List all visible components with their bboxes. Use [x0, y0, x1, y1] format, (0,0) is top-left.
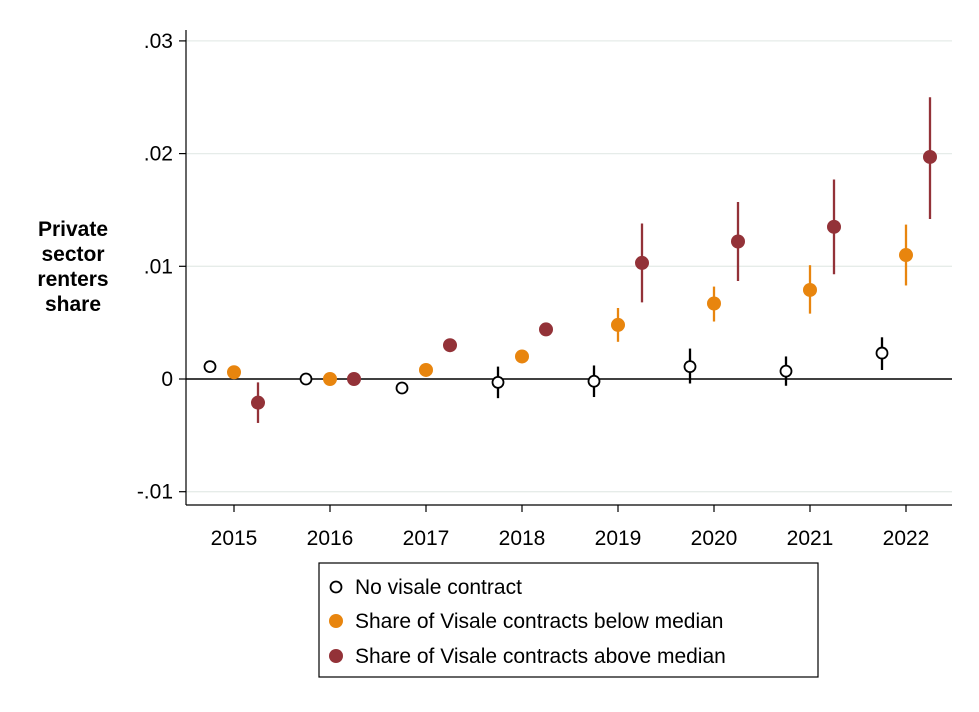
- x-tick-label: 2021: [787, 527, 834, 550]
- legend-box: [318, 562, 819, 678]
- data-point: [779, 364, 793, 378]
- data-point: [203, 360, 217, 374]
- data-point: [539, 322, 553, 337]
- legend: No visale contract Share of Visale contr…: [318, 562, 819, 678]
- legend-marker-above-median: [329, 649, 343, 663]
- data-point: [347, 372, 361, 386]
- legend-label-below-median: Share of Visale contracts below median: [355, 610, 723, 633]
- y-tick-label: .01: [144, 255, 173, 278]
- data-point: [899, 248, 913, 263]
- data-marks: [203, 97, 937, 423]
- data-point: [923, 149, 937, 164]
- x-tick-label: 2020: [691, 527, 738, 550]
- x-tick-label: 2015: [211, 527, 258, 550]
- x-tick-label: 2017: [403, 527, 450, 550]
- data-point: [683, 360, 697, 374]
- y-axis-label-line-1: Private: [38, 218, 108, 241]
- x-tick-label: 2019: [595, 527, 642, 550]
- legend-marker-no-visale: [329, 580, 343, 594]
- data-point: [395, 381, 409, 395]
- data-point: [515, 349, 529, 364]
- data-point: [227, 365, 241, 380]
- data-point: [443, 338, 457, 353]
- y-tick-label: .02: [144, 143, 173, 166]
- legend-label-no-visale: No visale contract: [355, 576, 522, 599]
- gridlines: [186, 40, 952, 493]
- y-axis-label-line-2: sector: [41, 243, 104, 266]
- x-ticks: 2015 2016 2017 2018 2019 2020 2021 2022: [211, 505, 930, 550]
- data-point: [707, 296, 721, 311]
- series-2: [227, 224, 913, 386]
- axes: [185, 30, 952, 506]
- data-point: [251, 395, 265, 410]
- x-tick-label: 2018: [499, 527, 546, 550]
- data-point: [611, 317, 625, 332]
- data-point: [299, 372, 313, 386]
- y-ticks: .03 .02 .01 0 -.01: [137, 30, 186, 504]
- series-3: [251, 97, 937, 423]
- data-point: [827, 219, 841, 234]
- series-1: [203, 337, 889, 399]
- data-point: [419, 362, 433, 377]
- data-point: [635, 255, 649, 270]
- data-point: [731, 234, 745, 249]
- x-tick-label: 2016: [307, 527, 354, 550]
- x-tick-label: 2022: [883, 527, 930, 550]
- y-axis-label-line-4: share: [45, 293, 101, 316]
- legend-marker-below-median: [329, 614, 343, 628]
- y-tick-label: -.01: [137, 481, 173, 504]
- data-point: [323, 372, 337, 386]
- y-tick-label: 0: [161, 368, 173, 391]
- data-point: [875, 346, 889, 360]
- data-point: [491, 375, 505, 389]
- data-point: [803, 282, 817, 297]
- data-point: [587, 374, 601, 388]
- y-tick-label: .03: [144, 30, 173, 53]
- legend-label-above-median: Share of Visale contracts above median: [355, 645, 726, 668]
- y-axis-label-line-3: renters: [37, 268, 108, 291]
